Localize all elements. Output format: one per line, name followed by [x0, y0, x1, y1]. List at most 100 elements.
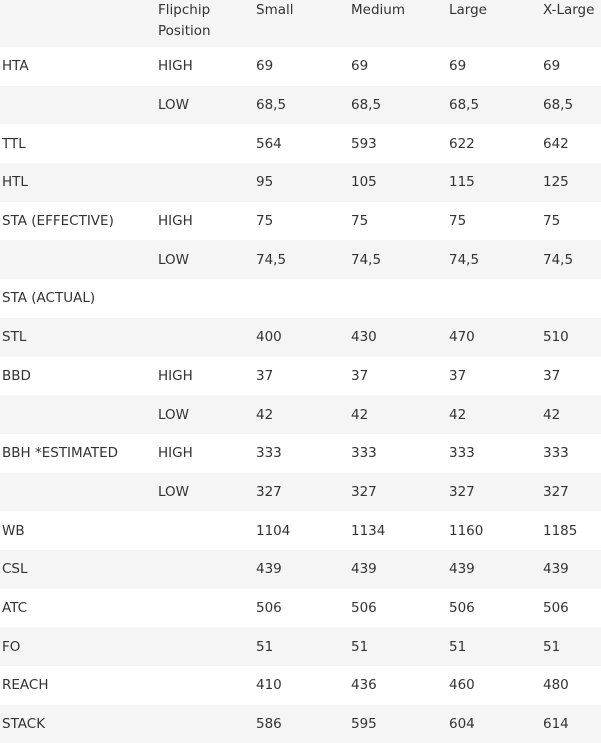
- table-row: LOW 327 327 327 327: [0, 472, 601, 512]
- flipchip-cell: [156, 666, 254, 705]
- column-header: Flipchip Position: [158, 2, 211, 39]
- value-cell: 506: [543, 599, 569, 616]
- row-label: ATC: [2, 599, 28, 616]
- value-cell: 642: [543, 135, 569, 152]
- value-cell: 564: [256, 135, 282, 152]
- value-cell: 614: [543, 716, 569, 733]
- value-cell: 439: [256, 561, 282, 578]
- value-cell: 105: [351, 174, 377, 191]
- table-row: STACK 586 595 604 614: [0, 704, 601, 743]
- value-cell: 327: [543, 483, 569, 500]
- flipchip-cell: LOW: [158, 251, 190, 268]
- column-header: Large: [449, 2, 487, 18]
- value-cell: 460: [449, 677, 475, 694]
- value-cell: 69: [543, 58, 561, 75]
- value-cell: [541, 279, 601, 318]
- value-cell: 593: [351, 135, 377, 152]
- table-row: BBH *ESTIMATED HIGH 333 333 333 333: [0, 434, 601, 473]
- value-cell: 37: [256, 367, 274, 384]
- value-cell: 400: [256, 329, 282, 346]
- flipchip-cell: [156, 124, 254, 163]
- row-label: CSL: [2, 561, 28, 578]
- value-cell: 51: [449, 638, 467, 655]
- value-cell: 74,5: [256, 251, 287, 268]
- value-cell: 42: [543, 406, 561, 423]
- row-label: HTA: [2, 58, 29, 75]
- flipchip-cell: HIGH: [158, 58, 193, 75]
- value-cell: 51: [351, 638, 369, 655]
- value-cell: 506: [256, 599, 282, 616]
- table-header-row: Flipchip Position Small Medium Large X-Large: [0, 0, 601, 47]
- flipchip-cell: [156, 705, 254, 743]
- row-label: [0, 240, 156, 279]
- value-cell: 42: [351, 406, 369, 423]
- row-label: [0, 473, 156, 512]
- value-cell: 69: [449, 58, 467, 75]
- value-cell: 68,5: [256, 97, 287, 114]
- value-cell: 51: [543, 638, 561, 655]
- value-cell: 68,5: [543, 97, 574, 114]
- value-cell: 327: [351, 483, 377, 500]
- value-cell: 42: [256, 406, 274, 423]
- table-row: FO 51 51 51 51: [0, 627, 601, 666]
- value-cell: 68,5: [449, 97, 480, 114]
- flipchip-cell: [156, 318, 254, 357]
- row-label: [0, 395, 156, 434]
- value-cell: 622: [449, 135, 475, 152]
- value-cell: 595: [351, 716, 377, 733]
- value-cell: 604: [449, 716, 475, 733]
- value-cell: 42: [449, 406, 467, 423]
- value-cell: [254, 279, 349, 318]
- value-cell: 69: [351, 58, 369, 75]
- value-cell: 75: [543, 213, 561, 230]
- row-label: STA (EFFECTIVE): [2, 213, 114, 230]
- row-label: [0, 86, 156, 125]
- value-cell: 1104: [256, 522, 291, 539]
- row-label: TTL: [2, 135, 26, 152]
- table-row: STA (EFFECTIVE) HIGH 75 75 75 75: [0, 202, 601, 241]
- value-cell: 327: [449, 483, 475, 500]
- value-cell: 436: [351, 677, 377, 694]
- value-cell: 75: [256, 213, 274, 230]
- flipchip-cell: [156, 279, 254, 318]
- value-cell: 1160: [449, 522, 484, 539]
- row-label: FO: [2, 638, 21, 655]
- value-cell: 1185: [543, 522, 578, 539]
- value-cell: 74,5: [449, 251, 480, 268]
- column-header: [0, 0, 156, 47]
- row-label: BBH *ESTIMATED: [2, 445, 119, 462]
- value-cell: 95: [256, 174, 274, 191]
- table-row: REACH 410 436 460 480: [0, 666, 601, 705]
- table-row: STL 400 430 470 510: [0, 317, 601, 357]
- value-cell: 470: [449, 329, 475, 346]
- row-label: STACK: [2, 716, 46, 733]
- table-row: LOW 42 42 42 42: [0, 395, 601, 434]
- value-cell: 37: [449, 367, 467, 384]
- value-cell: 333: [256, 445, 282, 462]
- value-cell: 410: [256, 677, 282, 694]
- flipchip-cell: LOW: [158, 406, 190, 423]
- value-cell: 37: [543, 367, 561, 384]
- value-cell: 333: [449, 445, 475, 462]
- value-cell: 430: [351, 329, 377, 346]
- table-row: ATC 506 506 506 506: [0, 589, 601, 628]
- flipchip-cell: HIGH: [158, 213, 193, 230]
- row-label: REACH: [2, 677, 49, 694]
- flipchip-cell: [156, 511, 254, 550]
- value-cell: 506: [351, 599, 377, 616]
- flipchip-cell: [156, 627, 254, 666]
- flipchip-cell: LOW: [158, 97, 190, 114]
- value-cell: 69: [256, 58, 274, 75]
- value-cell: [349, 279, 447, 318]
- value-cell: 51: [256, 638, 274, 655]
- column-header: Medium: [351, 2, 405, 18]
- column-header: Small: [256, 2, 294, 18]
- flipchip-cell: HIGH: [158, 445, 193, 462]
- flipchip-cell: [156, 163, 254, 202]
- table-row: WB 1104 1134 1160 1185: [0, 511, 601, 550]
- value-cell: 75: [449, 213, 467, 230]
- table-row: TTL 564 593 622 642: [0, 124, 601, 163]
- table-row: LOW 74,5 74,5 74,5 74,5: [0, 240, 601, 280]
- value-cell: 439: [449, 561, 475, 578]
- row-label: WB: [2, 522, 25, 539]
